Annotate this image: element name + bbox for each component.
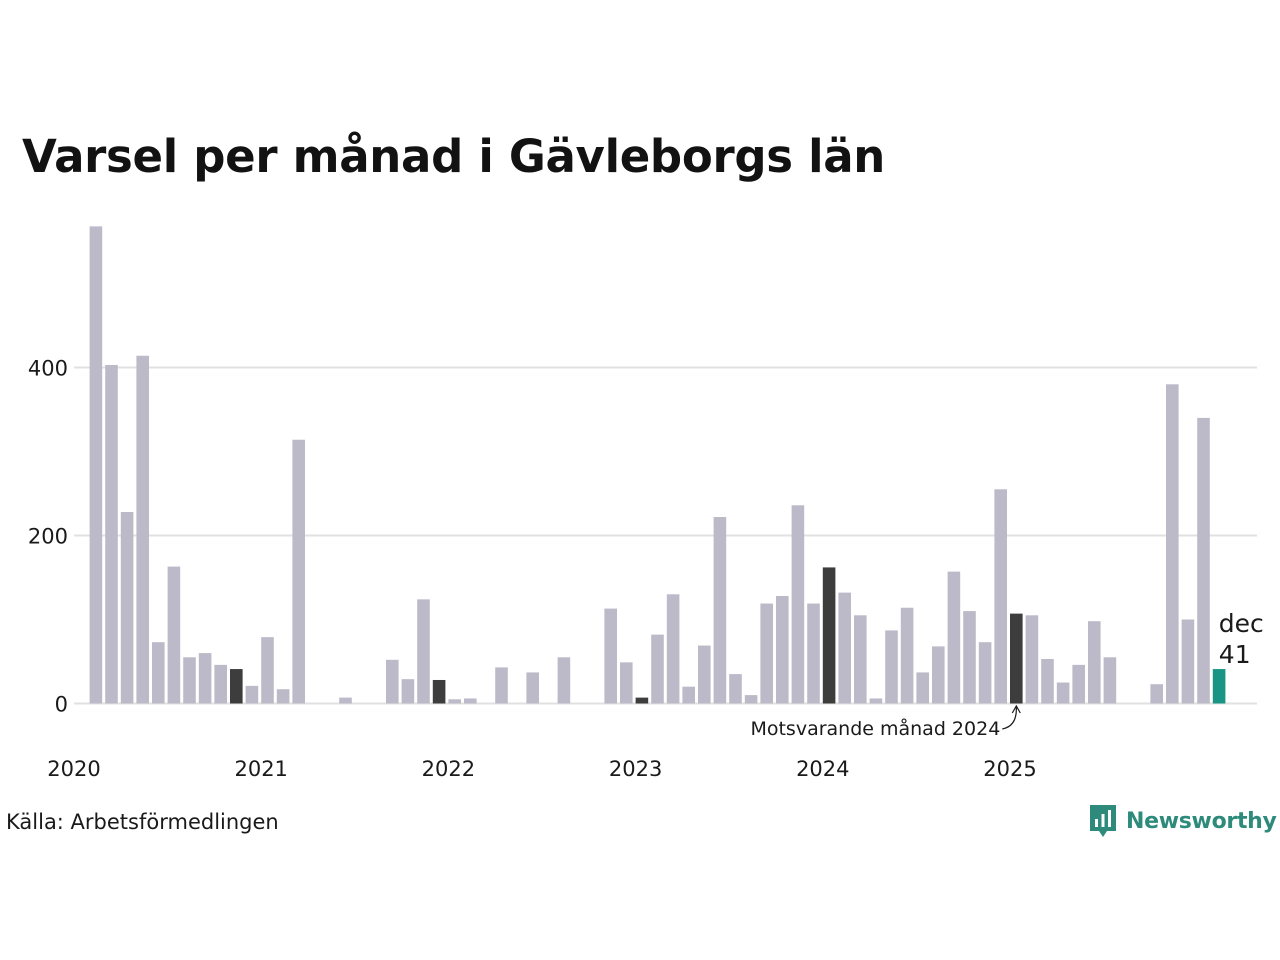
highlight-label: dec 41 [1219,609,1264,669]
bar-22 [417,599,430,704]
bar-1 [89,226,103,704]
bar-11 [245,685,259,704]
bar-49 [838,592,851,704]
source-note: Källa: Arbetsförmedlingen [6,810,279,834]
bar-34 [604,608,617,704]
bar-39 [682,686,695,704]
y-tick-label-200: 200 [28,525,68,549]
bar-65 [1088,621,1101,704]
newsworthy-logo: Newsworthy [1088,803,1277,839]
bar-14 [292,439,305,704]
newsworthy-logo-text: Newsworthy [1126,808,1277,834]
bar-3 [120,511,134,704]
bar-4 [136,355,149,704]
bar-8 [198,653,212,704]
bar-57 [963,611,976,704]
bar-5 [152,642,165,704]
bar-29 [526,672,539,704]
bar-24 [448,699,461,704]
bar-69 [1150,684,1163,704]
bar-59 [994,489,1007,704]
bar-20 [386,659,399,704]
bar-58 [978,642,992,704]
bar-72 [1197,417,1210,704]
bar-35 [620,662,633,704]
y-axis-ticks: 0 200 400 [28,357,68,717]
bar-66 [1103,657,1117,704]
bar-41 [713,517,727,704]
bar-13 [276,689,290,704]
annotation-arrow [1002,706,1017,730]
bar-52 [885,630,898,704]
x-tick-label-2021: 2021 [234,757,287,781]
bar-6 [167,566,181,704]
bar-70 [1166,384,1179,704]
annotation-arrowhead [1011,704,1021,714]
bar-50 [854,615,867,704]
newsworthy-logo-icon [1090,805,1116,837]
bar-25 [464,698,477,704]
bar-64 [1072,664,1085,704]
bar-40 [698,645,711,704]
bar-63 [1056,682,1070,704]
bar-37 [651,634,664,704]
bar-38 [666,594,680,704]
annotation: Motsvarande månad 2024 [750,704,1021,740]
bar-same-month-23 [432,679,446,704]
bar-17 [339,697,352,704]
x-tick-label-2022: 2022 [422,757,475,781]
bar-7 [183,657,196,704]
x-tick-label-2023: 2023 [609,757,662,781]
bar-47 [807,603,820,704]
bar-27 [495,667,508,704]
bar-31 [557,657,571,704]
bar-51 [869,698,883,704]
bar-56 [947,571,961,704]
gridlines [74,366,1257,705]
bar-same-month-60 [1010,613,1023,704]
bar-44 [760,603,773,704]
x-axis-year-labels: 2020 2021 2022 2023 2024 2025 [47,757,1036,781]
bar-54 [916,672,929,704]
bar-43 [744,695,758,704]
y-tick-label-400: 400 [28,357,68,381]
bar-same-month-48 [822,567,836,704]
chart-title: Varsel per månad i Gävleborgs län [22,130,886,183]
bar-same-month-10 [230,669,243,704]
bar-53 [900,607,914,704]
bar-9 [214,664,227,704]
bar-61 [1025,615,1039,704]
bar-45 [776,595,789,704]
x-tick-label-2025: 2025 [983,757,1036,781]
bar-same-month-36 [635,697,649,704]
bars [89,226,1226,704]
bar-46 [791,505,805,704]
x-tick-label-2020: 2020 [47,757,100,781]
bar-42 [729,674,742,704]
y-tick-label-0: 0 [55,693,68,717]
highlight-value-label: 41 [1219,640,1251,669]
bar-71 [1181,619,1195,704]
bar-21 [401,679,415,704]
x-tick-label-2024: 2024 [796,757,849,781]
bar-highlight-73 [1212,669,1226,704]
highlight-month-label: dec [1219,609,1264,638]
annotation-label: Motsvarande månad 2024 [750,717,1000,740]
bar-chart: 0 200 400 2020 2021 2022 2023 2024 2025 Motsvar… [28,226,1264,781]
bar-62 [1041,658,1054,704]
bar-55 [932,646,945,704]
bar-12 [261,637,274,704]
bar-2 [105,364,118,704]
